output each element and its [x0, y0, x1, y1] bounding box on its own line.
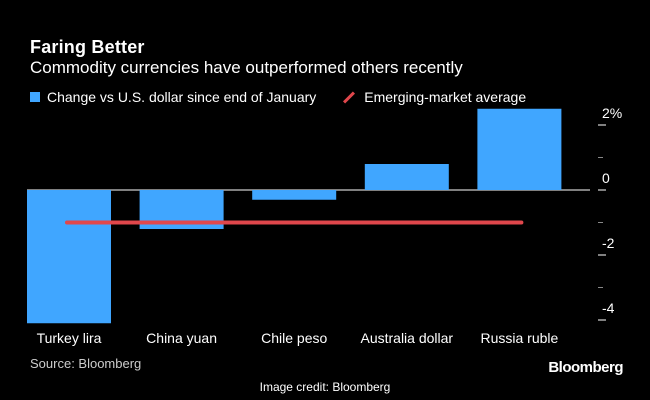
y-tick-label: 2% [602, 105, 622, 121]
x-tick-label: Chile peso [261, 330, 327, 346]
source-note: Source: Bloomberg [30, 356, 142, 371]
chart-subtitle: Commodity currencies have outperformed o… [30, 58, 463, 77]
x-tick-label: Australia dollar [360, 330, 453, 346]
x-tick-label: China yuan [146, 330, 217, 346]
chart-title: Faring Better [30, 37, 145, 57]
y-tick-label: 0 [602, 170, 610, 186]
legend-bar-label: Change vs U.S. dollar since end of Janua… [47, 89, 317, 105]
x-tick-label: Russia ruble [480, 330, 558, 346]
y-tick-label: -2 [602, 235, 615, 251]
legend: Change vs U.S. dollar since end of Janua… [30, 89, 526, 105]
legend-bar-swatch [30, 92, 40, 102]
x-tick-label: Turkey lira [37, 330, 102, 346]
image-credit: Image credit: Bloomberg [259, 380, 391, 394]
y-tick-label: -4 [602, 300, 615, 316]
brand-logo: Bloomberg [548, 359, 623, 376]
bar-australia-dollar [364, 164, 449, 190]
legend-line-label: Emerging-market average [364, 89, 527, 105]
bar-russia-ruble [477, 108, 562, 190]
bar-turkey-lira [27, 190, 111, 324]
bar-chile-peso [252, 190, 337, 200]
